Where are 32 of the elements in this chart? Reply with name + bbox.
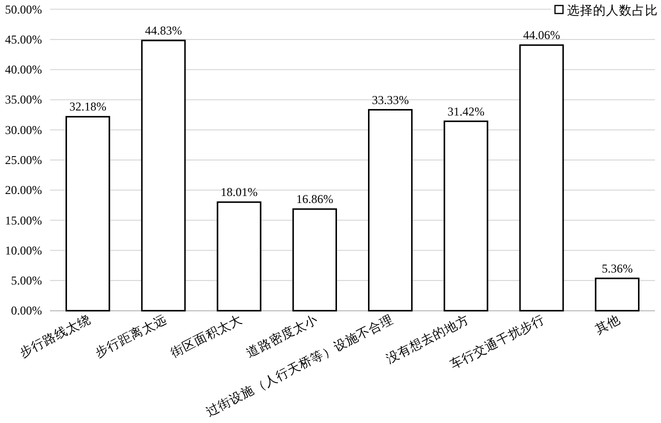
bar [368, 109, 413, 312]
data-label: 33.33% [372, 92, 409, 107]
legend-label: 选择的人数占比 [567, 4, 658, 18]
x-tick-label: 步行距离太远 [92, 311, 169, 360]
data-label: 44.83% [144, 23, 182, 38]
y-tick-label: 30.00% [5, 122, 42, 137]
bar [444, 120, 488, 312]
data-label: 44.06% [523, 28, 560, 42]
bar [141, 40, 186, 312]
y-tick-label: 40.00% [5, 62, 42, 77]
y-tick-label: 15.00% [5, 213, 42, 228]
y-tick-label: 45.00% [5, 32, 42, 46]
bar [292, 208, 337, 312]
y-tick-label: 50.00% [5, 2, 42, 16]
y-tick-label: 35.00% [5, 92, 42, 107]
bar [66, 116, 110, 312]
data-label: 16.86% [296, 192, 334, 206]
data-label: 5.36% [602, 261, 633, 276]
y-tick-label: 20.00% [5, 183, 42, 198]
data-label: 18.01% [220, 185, 258, 200]
y-tick-label: 5.00% [11, 274, 42, 288]
y-tick-label: 10.00% [5, 243, 42, 258]
bar [594, 278, 640, 312]
legend: 选择的人数占比 [551, 2, 659, 18]
data-label: 32.18% [69, 100, 106, 114]
y-tick-label: 0.00% [11, 304, 42, 318]
y-tick-label: 25.00% [5, 153, 42, 167]
bar [216, 201, 262, 312]
x-tick-label: 街区面积太大 [168, 312, 244, 360]
x-tick-label: 其他 [593, 312, 623, 336]
bar [519, 44, 564, 312]
data-label: 31.42% [447, 104, 484, 118]
